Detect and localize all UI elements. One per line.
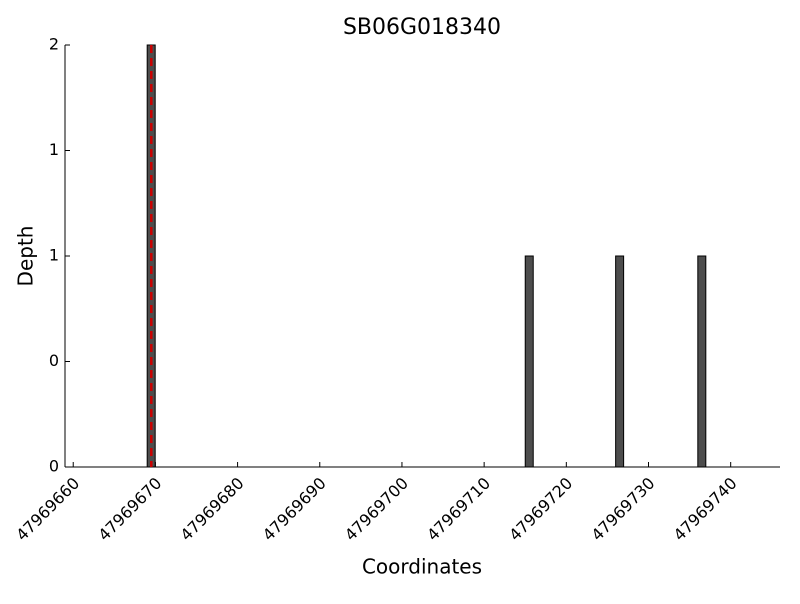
x-tick-label: 47969720 [505,474,576,545]
y-tick-label: 1 [49,140,59,159]
bar [524,255,534,468]
bar [697,255,707,468]
x-tick-label: 47969690 [259,474,330,545]
x-tick-label: 47969670 [94,474,165,545]
bar [615,255,625,468]
x-tick-label: 47969740 [670,474,741,545]
y-axis-label: Depth [14,226,38,287]
x-axis-label: Coordinates [362,555,482,579]
chart-title: SB06G018340 [343,15,501,40]
x-tick-label: 47969680 [177,474,248,545]
y-tick-label: 0 [49,457,59,476]
x-tick-label: 47969730 [587,474,658,545]
x-tick-label: 47969700 [341,474,412,545]
x-tick-label: 47969710 [423,474,494,545]
y-tick-label: 0 [49,351,59,370]
x-tick-label: 47969660 [12,474,83,545]
y-tick-label: 1 [49,246,59,265]
y-tick-label: 2 [49,35,59,54]
